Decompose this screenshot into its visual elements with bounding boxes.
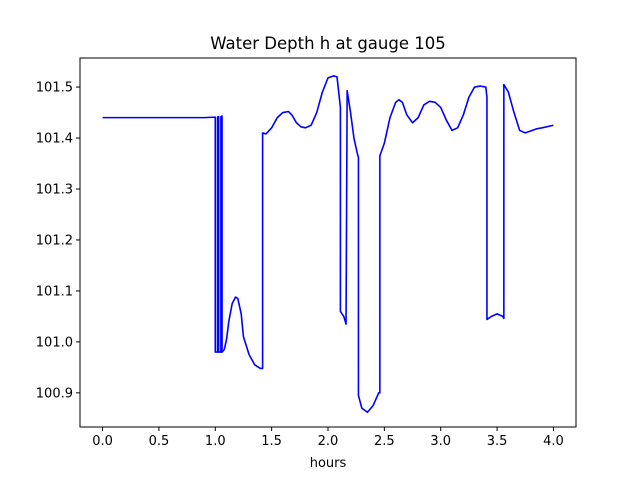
x-axis: 0.0 0.5 1.0 1.5 2.0 2.5 3.0 3.5 4.0 <box>92 427 564 449</box>
y-tick-label: 101.0 <box>36 335 73 350</box>
y-tick-label: 101.1 <box>36 284 73 299</box>
x-tick-label: 3.5 <box>487 434 508 449</box>
x-tick-label: 4.0 <box>543 434 564 449</box>
x-tick-label: 1.5 <box>261 434 282 449</box>
x-axis-label: hours <box>310 456 347 471</box>
plot-area <box>102 75 554 414</box>
series-line-0 <box>102 75 554 414</box>
x-tick-label: 1.0 <box>205 434 226 449</box>
y-axis: 100.9 101.0 101.1 101.2 101.3 101.4 101.5 <box>36 81 80 401</box>
x-tick-label: 0.0 <box>92 434 113 449</box>
y-tick-label: 101.2 <box>36 233 73 248</box>
y-tick-label: 101.4 <box>36 132 73 147</box>
x-tick-label: 2.5 <box>374 434 395 449</box>
x-tick-label: 3.0 <box>430 434 451 449</box>
x-tick-label: 0.5 <box>149 434 170 449</box>
axes-frame <box>79 57 577 428</box>
y-tick-label: 101.5 <box>36 81 73 96</box>
y-tick-label: 101.3 <box>36 182 73 197</box>
y-tick-label: 100.9 <box>36 386 73 401</box>
x-tick-label: 2.0 <box>318 434 339 449</box>
chart-title: Water Depth h at gauge 105 <box>210 34 445 53</box>
